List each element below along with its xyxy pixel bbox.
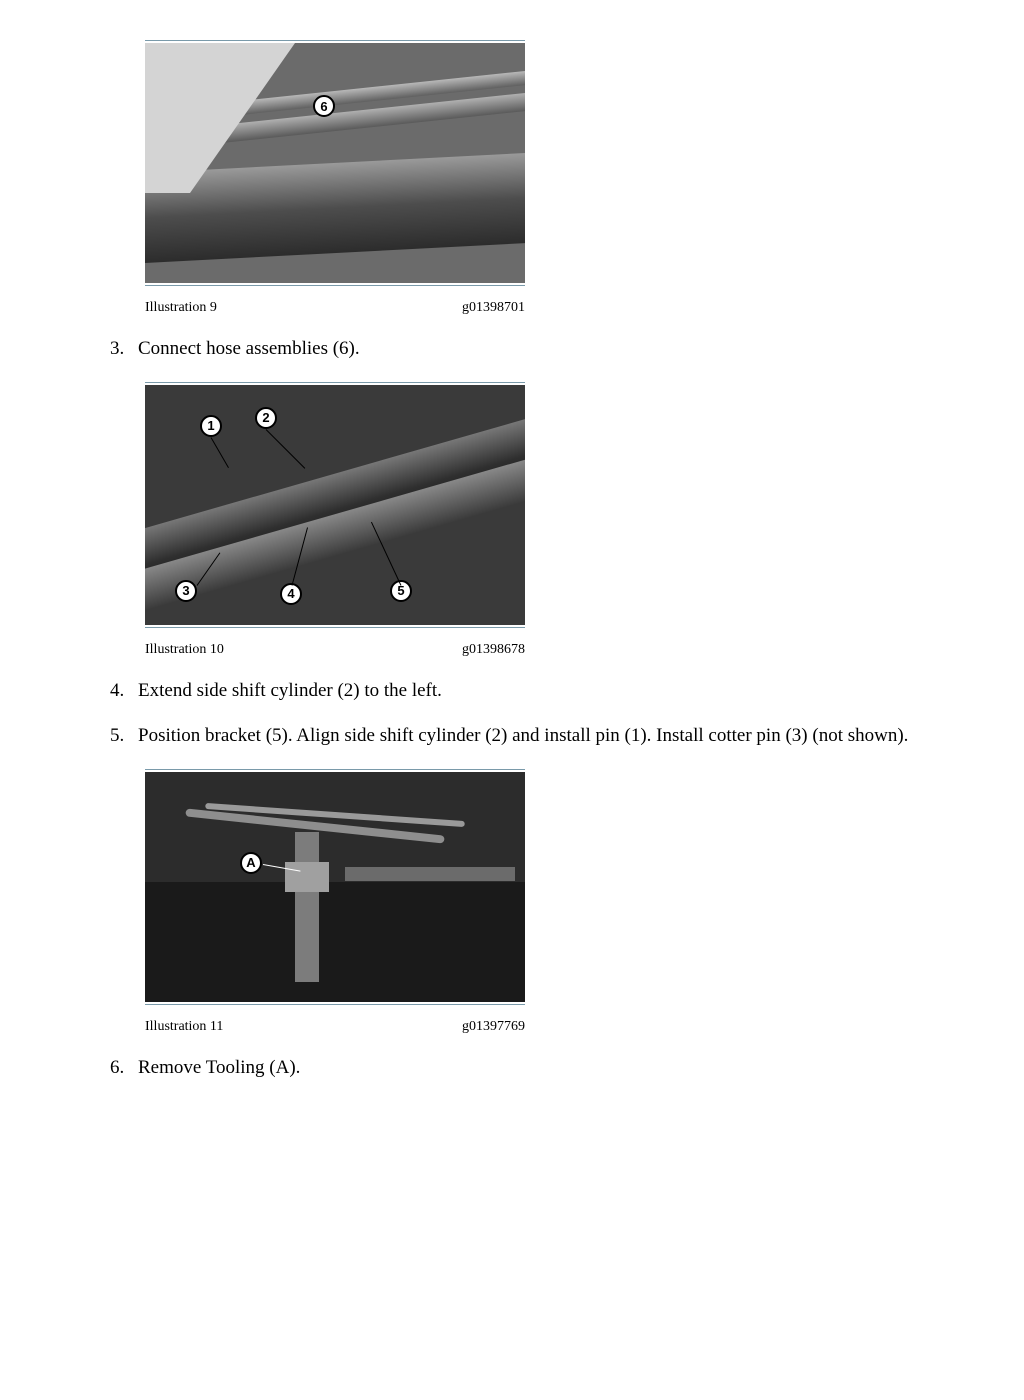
step-5-number: 5.	[110, 723, 138, 749]
illustration-9-placeholder: 6	[145, 43, 525, 283]
callout-5: 5	[390, 580, 412, 602]
callout-1: 1	[200, 415, 222, 437]
illustration-10-label: Illustration 10	[145, 642, 224, 658]
step-list-3: 3. Connect hose assemblies (6).	[110, 336, 954, 362]
illustration-10-code: g01398678	[462, 642, 525, 658]
illustration-10-block: 1 2 3 4 5 Illustration 10 g01398678	[145, 382, 954, 658]
step-6-text: Remove Tooling (A).	[138, 1055, 954, 1081]
step-3: 3. Connect hose assemblies (6).	[110, 336, 954, 362]
step-3-number: 3.	[110, 336, 138, 362]
step-6-number: 6.	[110, 1055, 138, 1081]
callout-A: A	[240, 852, 262, 874]
step-4: 4. Extend side shift cylinder (2) to the…	[110, 678, 954, 704]
step-list-6: 6. Remove Tooling (A).	[110, 1055, 954, 1081]
illustration-10-image: 1 2 3 4 5	[145, 382, 525, 628]
step-4-number: 4.	[110, 678, 138, 704]
callout-4: 4	[280, 583, 302, 605]
illustration-9-code: g01398701	[462, 300, 525, 316]
step-4-text: Extend side shift cylinder (2) to the le…	[138, 678, 954, 704]
illustration-10-caption: Illustration 10 g01398678	[145, 642, 525, 658]
step-5-text: Position bracket (5). Align side shift c…	[138, 723, 954, 749]
callout-6: 6	[313, 95, 335, 117]
callout-2: 2	[255, 407, 277, 429]
step-3-text: Connect hose assemblies (6).	[138, 336, 954, 362]
illustration-9-image: 6	[145, 40, 525, 286]
step-5: 5. Position bracket (5). Align side shif…	[110, 723, 954, 749]
illustration-11-label: Illustration 11	[145, 1019, 223, 1035]
illustration-11-code: g01397769	[462, 1019, 525, 1035]
illustration-9-caption: Illustration 9 g01398701	[145, 300, 525, 316]
step-list-4-5: 4. Extend side shift cylinder (2) to the…	[110, 678, 954, 749]
illustration-10-placeholder: 1 2 3 4 5	[145, 385, 525, 625]
illustration-9-block: 6 Illustration 9 g01398701	[145, 40, 954, 316]
illustration-11-image: A	[145, 769, 525, 1005]
illustration-11-block: A Illustration 11 g01397769	[145, 769, 954, 1035]
illustration-11-caption: Illustration 11 g01397769	[145, 1019, 525, 1035]
illustration-9-label: Illustration 9	[145, 300, 217, 316]
callout-3: 3	[175, 580, 197, 602]
illustration-11-placeholder: A	[145, 772, 525, 1002]
step-6: 6. Remove Tooling (A).	[110, 1055, 954, 1081]
